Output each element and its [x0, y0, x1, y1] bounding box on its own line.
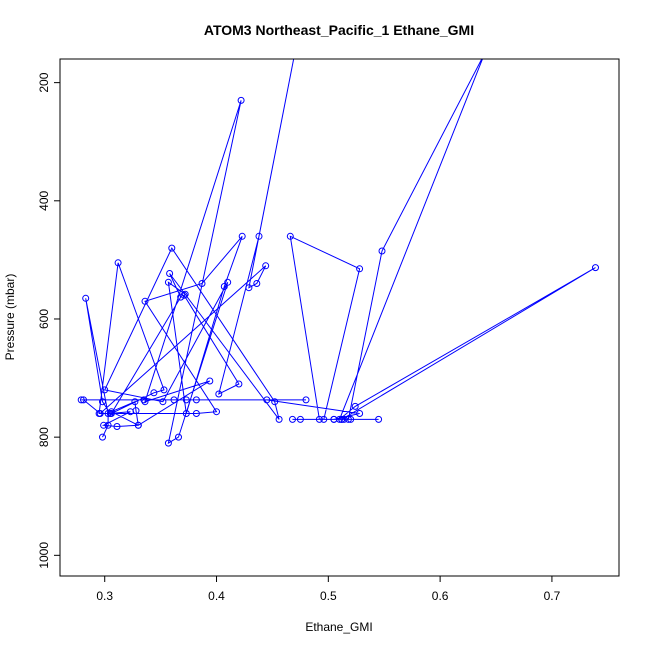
data-point: [164, 439, 172, 447]
data-point: [224, 278, 232, 286]
y-axis-label: Pressure (mbar): [3, 274, 17, 361]
data-point: [150, 389, 158, 397]
data-point: [141, 398, 149, 406]
data-point: [237, 96, 245, 104]
data-point: [170, 396, 178, 404]
data-point: [164, 278, 172, 286]
x-tick-label: 0.4: [208, 589, 225, 603]
data-point: [344, 415, 352, 423]
plot-frame: [59, 58, 620, 577]
x-tick-label: 0.7: [544, 589, 561, 603]
data-point: [192, 410, 200, 417]
x-tick-label: 0.3: [96, 589, 113, 603]
data-point: [347, 415, 355, 423]
data-point: [338, 415, 346, 423]
data-point: [141, 297, 149, 305]
y-tick-label: 200: [37, 72, 51, 92]
data-point: [263, 396, 271, 404]
data-point: [104, 421, 112, 429]
data-point: [132, 407, 140, 415]
chart-title: ATOM3 Northeast_Pacific_1 Ethane_GMI: [204, 22, 474, 38]
data-point: [262, 262, 270, 270]
data-point: [340, 415, 348, 423]
data-point: [286, 232, 294, 240]
data-point: [253, 280, 261, 287]
data-point: [238, 232, 246, 240]
data-point: [271, 398, 279, 406]
y-tick-label: 1000: [37, 542, 51, 569]
data-point: [99, 398, 106, 406]
data-point: [296, 415, 304, 423]
x-axis: 0.3 0.4 0.5 0.6 0.7: [96, 576, 561, 603]
y-tick-label: 400: [37, 190, 51, 210]
data-point: [315, 415, 323, 423]
data-point: [175, 433, 182, 441]
data-point: [302, 396, 310, 404]
data-point: [375, 415, 383, 423]
data-point: [100, 421, 108, 429]
data-point: [378, 247, 386, 255]
data-point: [140, 396, 148, 404]
data-point: [275, 415, 283, 423]
data-point: [77, 396, 85, 404]
data-point: [356, 265, 364, 273]
data-point: [99, 433, 106, 441]
x-tick-label: 0.5: [320, 589, 337, 603]
data-point: [159, 398, 167, 406]
data-point: [215, 390, 223, 398]
data-point: [245, 284, 253, 292]
data-point: [96, 410, 104, 417]
data-point: [82, 294, 90, 302]
data-point: [255, 232, 263, 240]
data-point: [206, 377, 214, 385]
data-point: [592, 264, 599, 272]
y-tick-label: 800: [37, 427, 51, 447]
data-point: [182, 410, 190, 417]
data-point: [198, 280, 206, 287]
data-point: [220, 283, 228, 290]
data-point: [104, 410, 112, 417]
data-point: [113, 423, 121, 430]
data-point: [101, 386, 109, 394]
data-point: [235, 380, 243, 388]
data-point: [336, 415, 343, 423]
data-point: [192, 396, 200, 404]
data-point: [351, 402, 359, 410]
data-point: [182, 396, 190, 404]
data-point: [168, 244, 176, 252]
data-point: [107, 410, 115, 417]
data-point: [356, 410, 364, 417]
x-tick-label: 0.6: [432, 589, 449, 603]
data-point: [289, 415, 296, 423]
data-point: [166, 270, 174, 277]
data-point: [160, 386, 168, 394]
data-point: [180, 291, 188, 299]
data-point: [134, 421, 142, 429]
data-point: [80, 396, 87, 404]
data-point: [181, 290, 189, 298]
series-line: [81, 59, 596, 445]
data-point: [131, 398, 139, 406]
plot-area: [77, 59, 599, 447]
data-point: [320, 415, 328, 423]
y-tick-label: 600: [37, 309, 51, 329]
y-axis: 200 400 600 800 1000: [37, 72, 60, 569]
x-axis-label: Ethane_GMI: [305, 620, 372, 634]
data-point: [114, 259, 122, 267]
data-point: [213, 408, 220, 416]
